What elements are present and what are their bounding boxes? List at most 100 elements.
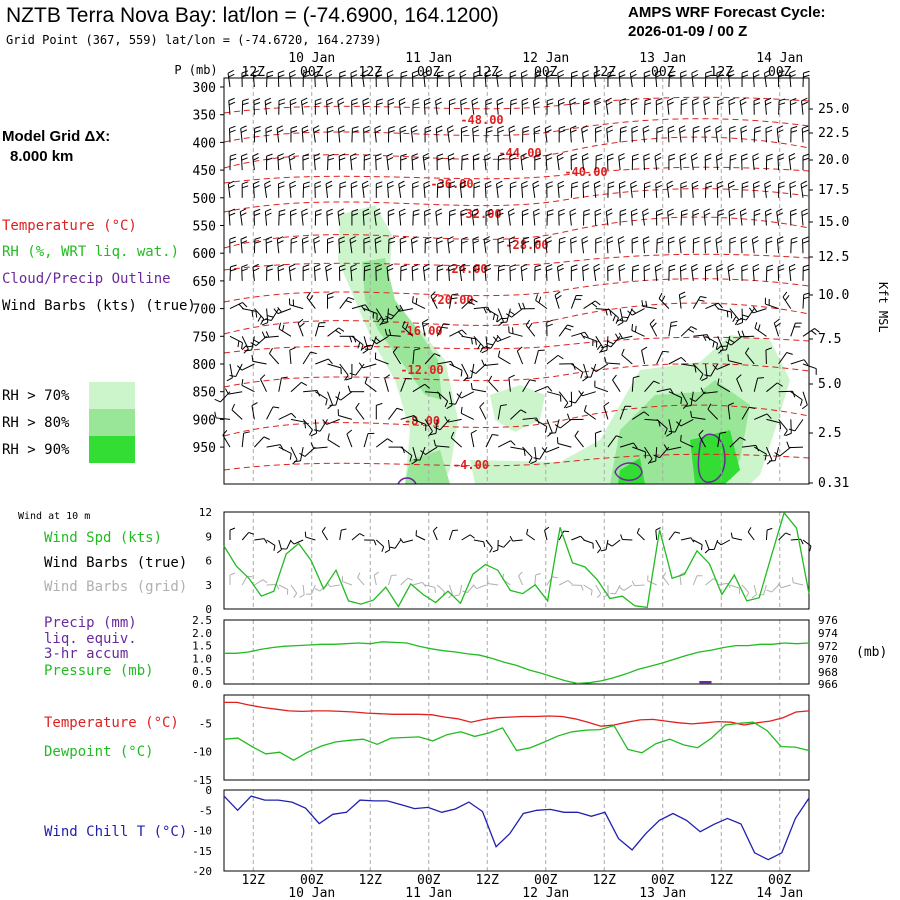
wind-barb: [571, 363, 584, 379]
wind-barb: [546, 354, 564, 365]
wind-barb: [214, 391, 231, 403]
wind-barb: [301, 125, 309, 143]
wind-barb: [802, 153, 810, 171]
wind-barb: [740, 236, 748, 254]
wind-barb: [583, 404, 597, 420]
wind-barb: [521, 180, 528, 198]
wind-barb: [302, 419, 313, 436]
wind-barb: [430, 291, 438, 309]
wind-barb: [707, 403, 719, 420]
wind-barb: [680, 181, 688, 198]
temperature-contour-label: -16.00: [399, 324, 442, 338]
tick-label: 650: [193, 275, 216, 290]
wind-barb: [373, 208, 381, 226]
wind-barb: [447, 236, 455, 254]
wind-barb: [764, 297, 779, 310]
grid-point-label: Grid Point (367, 559) lat/lon = (-74.672…: [6, 33, 382, 47]
wind-barb: [680, 434, 694, 448]
surface-wind-barb: [281, 539, 292, 550]
surface-wind-barb: [730, 532, 743, 541]
wind-barb: [239, 208, 247, 226]
wind-barb: [752, 263, 760, 281]
wind-barb: [259, 374, 268, 392]
wind-barb: [668, 320, 678, 337]
wind-barb: [631, 324, 645, 337]
panel-frame: [223, 77, 810, 485]
surface-wind-barb-grid: [462, 584, 475, 594]
wind-barb: [460, 97, 467, 115]
wind-barb: [497, 125, 504, 143]
surface-wind-barb: [415, 530, 426, 541]
wind-barb: [643, 70, 651, 88]
model-grid-label: Model Grid ΔX:: [2, 128, 111, 145]
wind-barb: [692, 236, 700, 254]
wind-barb: [557, 97, 565, 115]
surface-wind-barb-grid: [290, 584, 298, 598]
wind-barb: [300, 97, 308, 115]
wind-barb: [253, 126, 261, 143]
precip-pressure-legend: Precip (mm): [44, 615, 137, 631]
wind-barb: [595, 430, 602, 448]
wind-barb: [631, 264, 640, 281]
wind-barb: [663, 444, 682, 451]
time-tick-label: 00Z: [768, 873, 792, 888]
wind-barb: [692, 295, 707, 309]
wind-barb: [729, 236, 737, 254]
wind-barb: [327, 153, 335, 171]
wind-barb: [421, 319, 429, 337]
tick-label: -5: [199, 804, 212, 817]
wind-barb: [273, 306, 292, 315]
wind-barb: [753, 446, 767, 461]
wind-barb: [288, 152, 296, 171]
wind-barb: [727, 354, 743, 365]
wind-barb: [741, 264, 748, 281]
surface-wind-barb: [747, 527, 755, 541]
wind-barb: [470, 429, 477, 448]
wind-barb: [765, 347, 773, 365]
wind-barb: [619, 209, 627, 226]
wind-barb: [619, 126, 627, 143]
surface-wind-barb-grid: [388, 574, 397, 586]
wind-barb: [546, 98, 554, 115]
wind-barb: [618, 70, 626, 88]
wind-barb: [641, 300, 657, 310]
surface-wind-barb: [526, 528, 536, 541]
wind-barb: [594, 97, 602, 115]
wind-barb: [254, 436, 270, 448]
wind-barb: [675, 418, 694, 427]
wind-barb: [375, 181, 383, 198]
wind-barb: [448, 293, 459, 309]
tick-label: 0.0: [192, 678, 212, 691]
wind-barb: [375, 438, 393, 448]
time-tick-label: 00Z: [300, 873, 324, 888]
wind-barb: [276, 125, 284, 143]
wind-barb: [559, 363, 576, 370]
surface-wind-barb: [778, 532, 791, 541]
wind-barb: [339, 70, 346, 87]
panel-frame: [223, 694, 810, 781]
wind-barb: [778, 181, 785, 198]
wind-barb: [737, 330, 755, 338]
wind-barb: [506, 308, 523, 318]
wind-barb: [265, 236, 273, 254]
wind-barb: [680, 326, 697, 337]
temperature-contour-label: -20.00: [430, 293, 473, 307]
wind-barb: [314, 209, 322, 226]
wind-barb: [351, 304, 370, 312]
wind-barb: [644, 380, 660, 393]
wind-barb: [349, 236, 357, 254]
surface-wind-barb: [229, 527, 236, 540]
wind-barb: [289, 347, 296, 365]
day-label: 11 Jan: [405, 886, 452, 900]
wind-barb: [253, 236, 262, 254]
wind-barb: [265, 308, 280, 321]
wind-barb: [741, 153, 748, 171]
wind-barb: [227, 69, 235, 88]
wind-barb: [361, 180, 369, 198]
wind-barb: [484, 153, 491, 171]
wind-barb: [448, 98, 456, 115]
surface-wind-barb: [304, 531, 316, 541]
surface-wind-barb-grid: [241, 575, 253, 586]
wind-barb: [703, 97, 711, 115]
wind-barb: [492, 334, 511, 343]
